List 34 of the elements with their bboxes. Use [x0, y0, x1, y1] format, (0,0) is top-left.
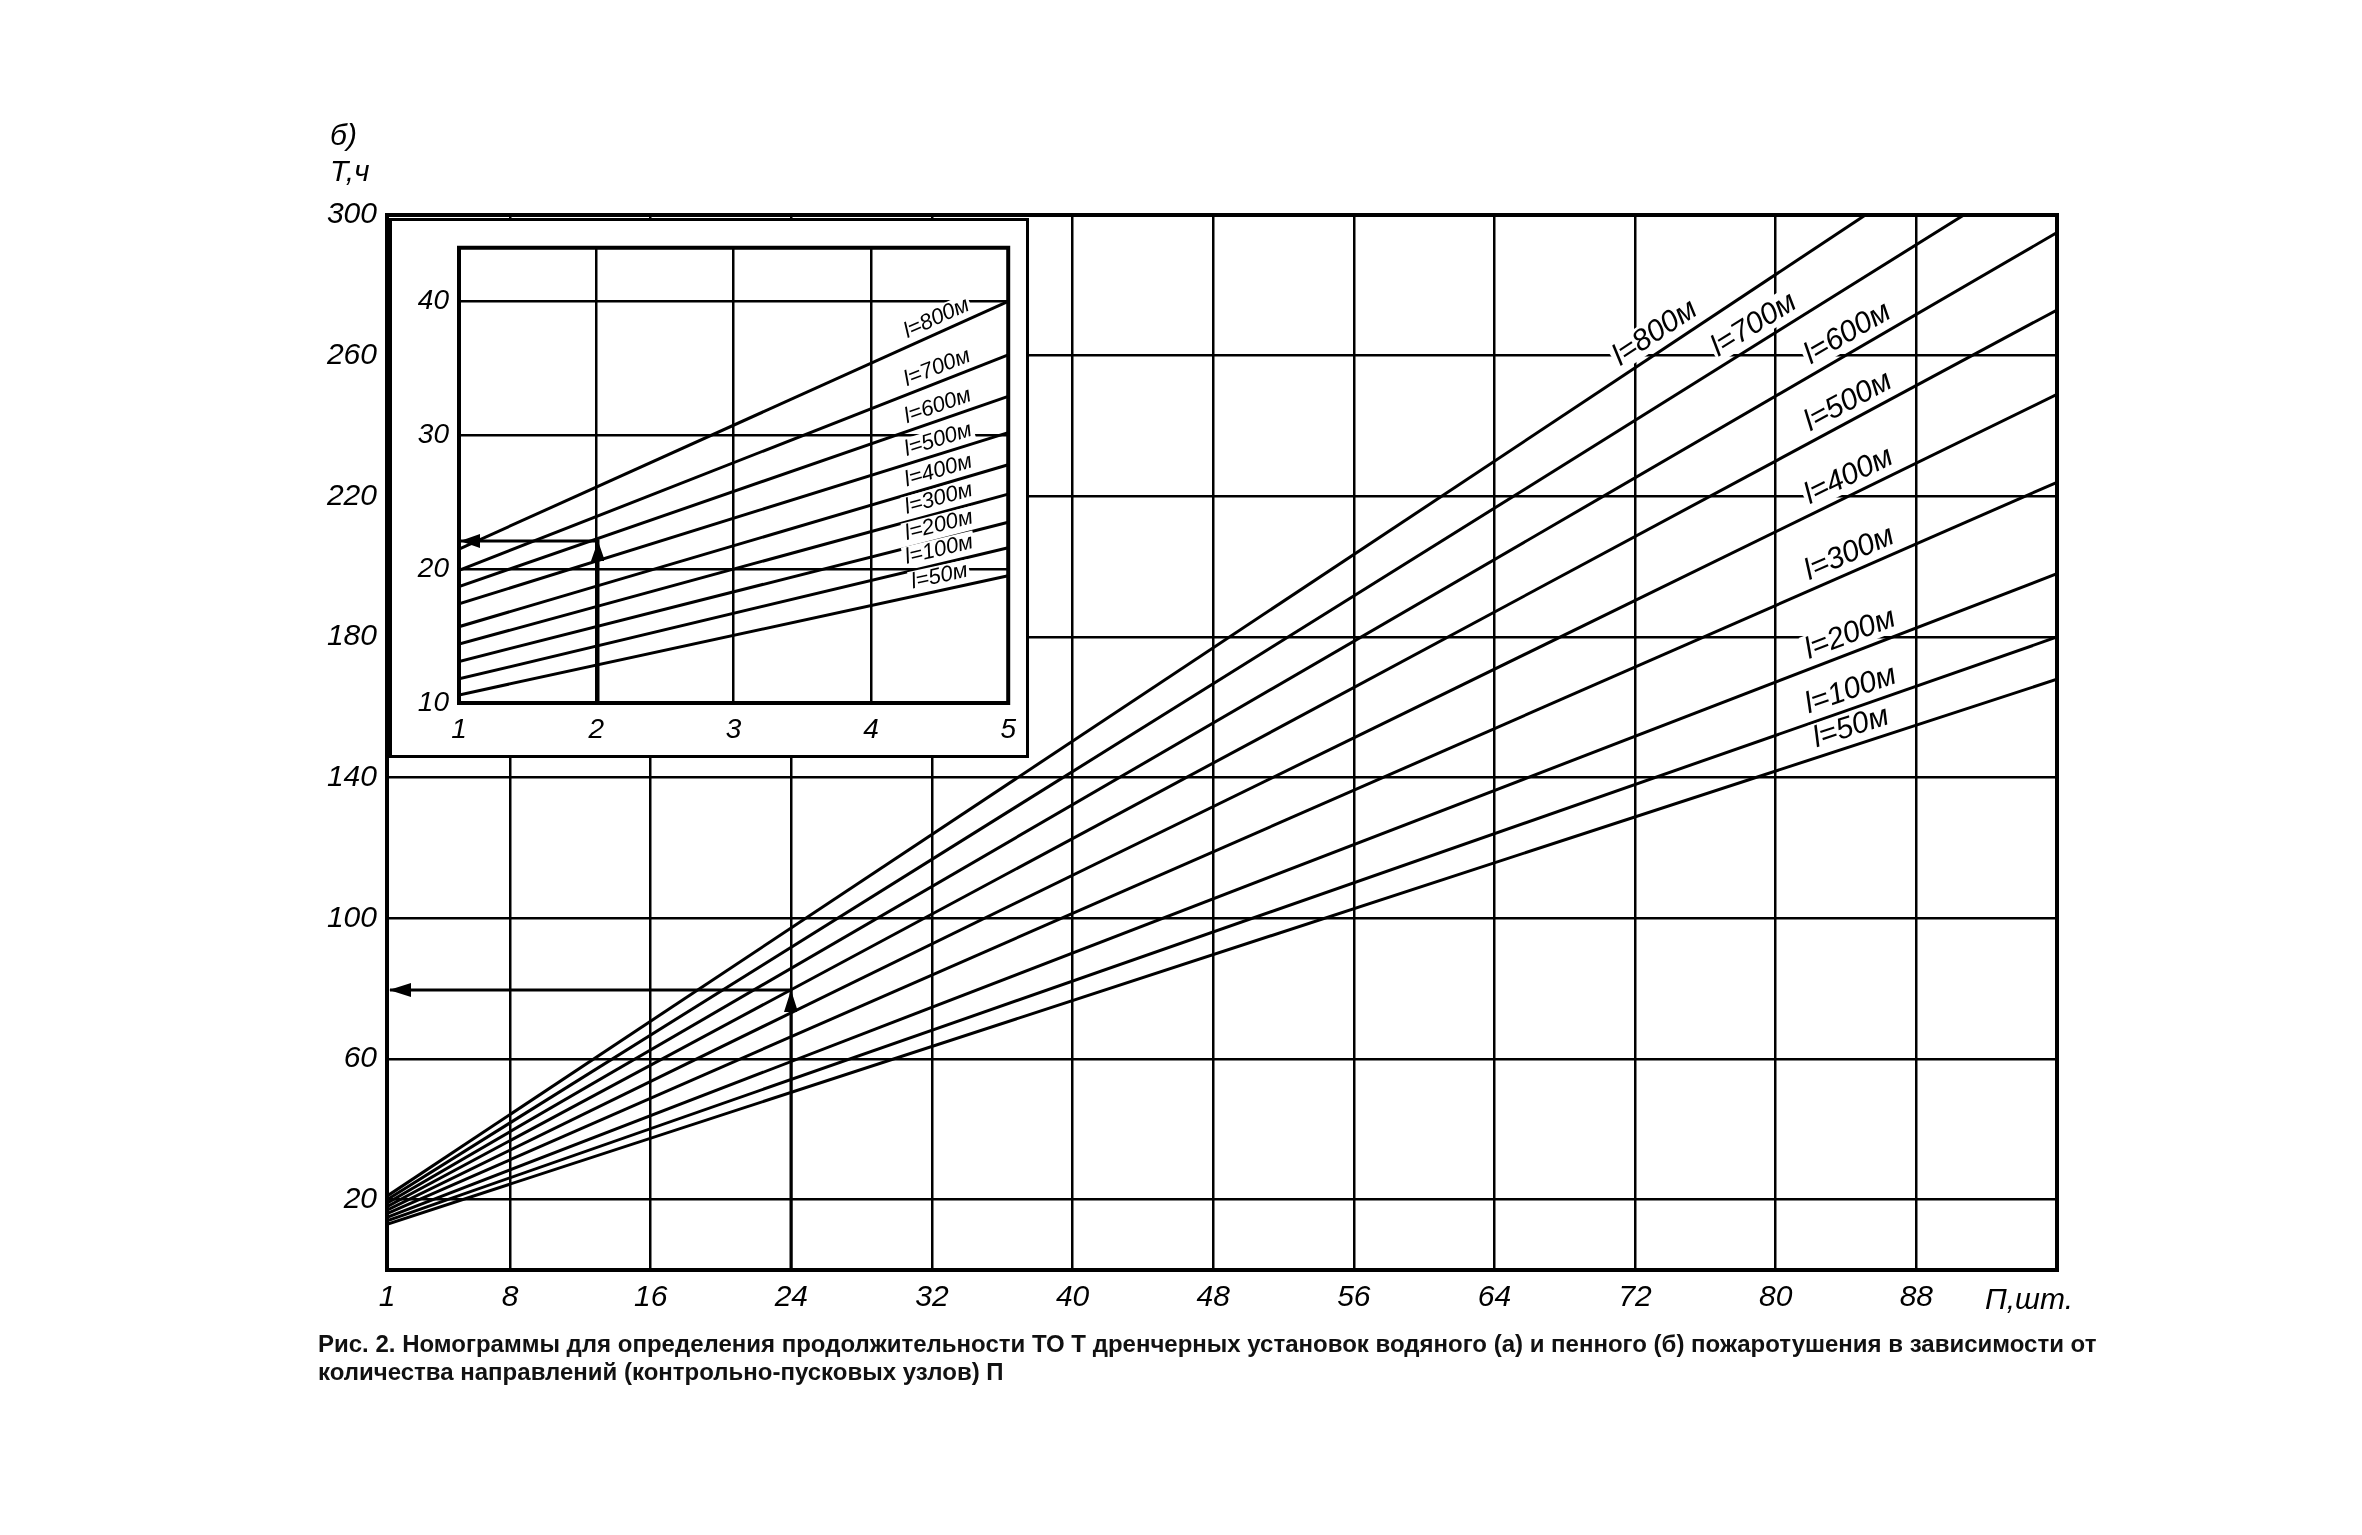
y-tick-label: 20	[342, 1181, 378, 1215]
y-tick-label: 260	[325, 337, 378, 371]
chart-title: б)	[330, 118, 357, 152]
x-tick-label: 72	[1618, 1279, 1653, 1313]
x-tick-label: 56	[1337, 1279, 1371, 1313]
text: Рис. 2. Номограммы для определения продолжительности ТО T дренчерных установок водяного (а) и пенного (б) пожаротушения в зависимости от количества направлений (контрольно-пусковых узлов) П	[318, 1330, 2098, 1386]
y-tick-label: 140	[326, 759, 378, 793]
y-axis-title: Т,ч	[330, 154, 370, 188]
text: l=200м	[1799, 599, 1900, 665]
y-tick-label: 40	[417, 284, 450, 316]
x-tick-label: 64	[1477, 1279, 1512, 1313]
x-tick-label: 3	[725, 712, 742, 744]
x-tick-label: 32	[915, 1279, 949, 1313]
y-tick-label: 10	[417, 685, 450, 717]
x-tick-label: 5	[1000, 712, 1017, 744]
y-tick-label: 20	[416, 551, 450, 583]
x-tick-label: 1	[451, 712, 467, 744]
y-tick-label: 30	[417, 418, 450, 450]
x-tick-label: 1	[378, 1279, 396, 1313]
x-tick-label: 16	[634, 1279, 668, 1313]
x-tick-label: 8	[501, 1279, 519, 1313]
x-tick-label: 88	[1899, 1279, 1934, 1313]
x-axis-title: П,шт.	[1985, 1282, 2073, 1316]
x-tick-label: 4	[863, 712, 879, 744]
x-tick-label: 24	[773, 1279, 808, 1313]
x-tick-label: 2	[587, 712, 605, 744]
x-tick-label: 80	[1759, 1279, 1793, 1313]
y-tick-label: 100	[326, 899, 378, 933]
y-tick-label: 60	[343, 1040, 378, 1074]
x-tick-label: 40	[1055, 1279, 1090, 1313]
y-tick-label: 220	[325, 477, 378, 511]
y-tick-label: 180	[326, 618, 378, 652]
y-tick-label: 300	[326, 196, 378, 230]
x-tick-label: 48	[1196, 1279, 1231, 1313]
